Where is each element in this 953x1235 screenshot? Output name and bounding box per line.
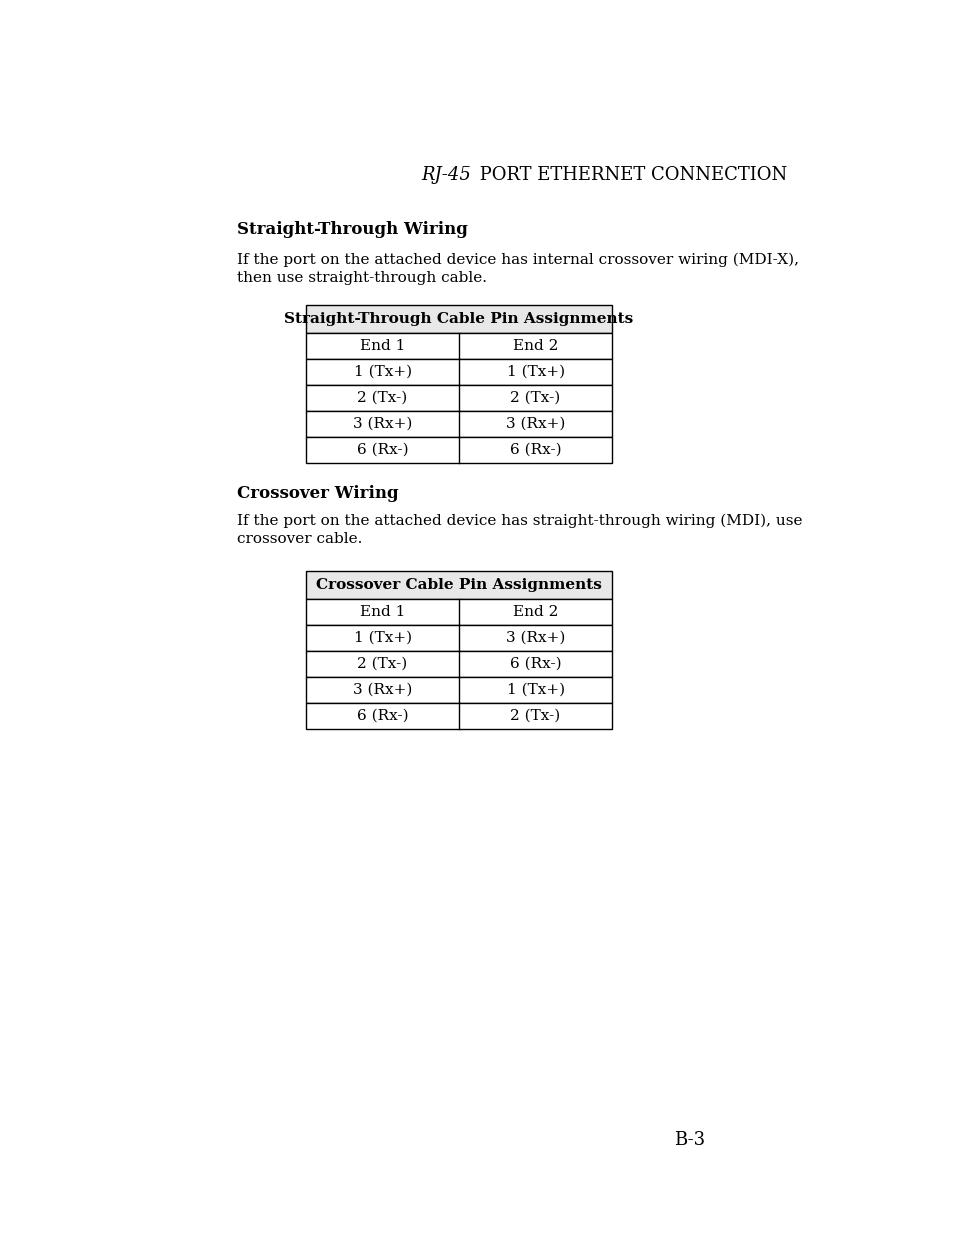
Bar <box>306 625 612 651</box>
Text: 1 (Tx+): 1 (Tx+) <box>506 683 564 697</box>
Text: 2 (Tx-): 2 (Tx-) <box>357 657 407 671</box>
Text: If the port on the attached device has internal crossover wiring (MDI-X),: If the port on the attached device has i… <box>236 253 798 267</box>
Text: crossover cable.: crossover cable. <box>236 532 362 546</box>
Text: 1 (Tx+): 1 (Tx+) <box>506 366 564 379</box>
Bar <box>306 677 612 703</box>
Text: RJ-45: RJ-45 <box>420 165 471 184</box>
Bar <box>306 411 612 437</box>
Text: B-3: B-3 <box>673 1131 704 1149</box>
Bar <box>306 571 612 599</box>
Bar <box>306 359 612 385</box>
Text: Crossover Wiring: Crossover Wiring <box>236 484 398 501</box>
Bar <box>306 599 612 625</box>
Text: 1 (Tx+): 1 (Tx+) <box>354 366 411 379</box>
Text: Straight-Through Wiring: Straight-Through Wiring <box>236 221 467 238</box>
Bar <box>306 437 612 463</box>
Text: If the port on the attached device has straight-through wiring (MDI), use: If the port on the attached device has s… <box>236 514 801 529</box>
Bar <box>306 651 612 677</box>
Text: 6 (Rx-): 6 (Rx-) <box>509 657 560 671</box>
Text: End 1: End 1 <box>359 605 405 619</box>
Text: 6 (Rx-): 6 (Rx-) <box>356 709 408 722</box>
Bar <box>306 703 612 729</box>
Text: 3 (Rx+): 3 (Rx+) <box>505 417 565 431</box>
Text: 6 (Rx-): 6 (Rx-) <box>356 443 408 457</box>
Text: 3 (Rx+): 3 (Rx+) <box>353 417 412 431</box>
Text: 3 (Rx+): 3 (Rx+) <box>505 631 565 645</box>
Text: 1 (Tx+): 1 (Tx+) <box>354 631 411 645</box>
Text: 6 (Rx-): 6 (Rx-) <box>509 443 560 457</box>
Bar <box>306 385 612 411</box>
Bar <box>306 333 612 359</box>
Bar <box>306 305 612 333</box>
Text: then use straight-through cable.: then use straight-through cable. <box>236 270 486 285</box>
Text: 2 (Tx-): 2 (Tx-) <box>510 709 560 722</box>
Text: End 2: End 2 <box>513 338 558 353</box>
Text: Crossover Cable Pin Assignments: Crossover Cable Pin Assignments <box>315 578 601 592</box>
Text: End 1: End 1 <box>359 338 405 353</box>
Text: 3 (Rx+): 3 (Rx+) <box>353 683 412 697</box>
Text: PORT ETHERNET CONNECTION: PORT ETHERNET CONNECTION <box>474 165 786 184</box>
Text: 2 (Tx-): 2 (Tx-) <box>357 391 407 405</box>
Text: Straight-Through Cable Pin Assignments: Straight-Through Cable Pin Assignments <box>284 312 633 326</box>
Text: 2 (Tx-): 2 (Tx-) <box>510 391 560 405</box>
Text: End 2: End 2 <box>513 605 558 619</box>
